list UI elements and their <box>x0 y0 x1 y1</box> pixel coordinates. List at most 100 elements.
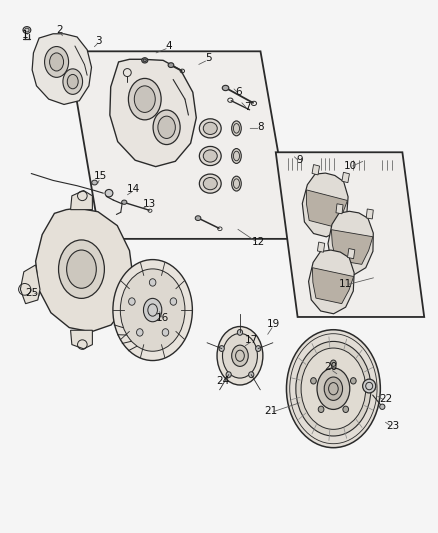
Polygon shape <box>276 152 424 317</box>
Ellipse shape <box>49 53 64 71</box>
Polygon shape <box>35 208 133 332</box>
Text: 12: 12 <box>252 237 265 247</box>
Ellipse shape <box>153 110 180 144</box>
Ellipse shape <box>296 342 371 436</box>
Ellipse shape <box>142 58 148 63</box>
Ellipse shape <box>120 269 185 351</box>
Text: 23: 23 <box>386 421 399 431</box>
Ellipse shape <box>226 372 231 377</box>
Ellipse shape <box>67 75 78 89</box>
Ellipse shape <box>45 46 69 77</box>
Ellipse shape <box>149 279 156 286</box>
Ellipse shape <box>222 85 229 91</box>
Ellipse shape <box>92 180 97 185</box>
Text: 13: 13 <box>142 199 156 209</box>
Ellipse shape <box>318 406 324 413</box>
Text: 7: 7 <box>244 102 251 112</box>
Text: 4: 4 <box>166 41 172 51</box>
Ellipse shape <box>203 150 217 162</box>
Text: 24: 24 <box>217 376 230 386</box>
Text: 16: 16 <box>155 313 169 323</box>
Polygon shape <box>71 190 92 209</box>
Ellipse shape <box>128 78 161 120</box>
Text: 15: 15 <box>94 171 107 181</box>
Ellipse shape <box>63 69 82 94</box>
Ellipse shape <box>232 345 248 366</box>
Polygon shape <box>332 230 373 264</box>
Text: 10: 10 <box>343 160 357 171</box>
Bar <box>243 149 252 163</box>
Text: 5: 5 <box>205 53 212 63</box>
Ellipse shape <box>232 121 241 136</box>
Polygon shape <box>312 165 320 175</box>
Polygon shape <box>328 211 373 275</box>
Text: 22: 22 <box>379 394 392 405</box>
Ellipse shape <box>32 286 41 294</box>
Ellipse shape <box>170 298 177 305</box>
Polygon shape <box>68 51 293 239</box>
Polygon shape <box>307 190 347 227</box>
Ellipse shape <box>137 329 143 336</box>
Ellipse shape <box>23 27 31 34</box>
Ellipse shape <box>256 345 261 351</box>
Text: 11: 11 <box>339 279 352 288</box>
Bar <box>243 122 252 135</box>
Polygon shape <box>342 172 350 183</box>
Text: 2: 2 <box>57 25 63 35</box>
Ellipse shape <box>105 189 113 197</box>
Polygon shape <box>336 204 343 214</box>
Ellipse shape <box>301 348 366 430</box>
Ellipse shape <box>122 200 127 204</box>
Text: 25: 25 <box>25 288 39 298</box>
Text: 14: 14 <box>127 184 141 194</box>
Text: 9: 9 <box>297 155 303 165</box>
Bar <box>243 177 252 190</box>
Bar <box>317 158 341 170</box>
Ellipse shape <box>203 177 217 190</box>
Ellipse shape <box>158 116 175 139</box>
Ellipse shape <box>286 330 380 448</box>
Ellipse shape <box>217 327 263 385</box>
Ellipse shape <box>311 378 316 384</box>
Ellipse shape <box>199 147 221 166</box>
Polygon shape <box>366 209 373 219</box>
Ellipse shape <box>67 250 96 288</box>
Polygon shape <box>71 330 92 349</box>
Polygon shape <box>302 173 348 237</box>
Ellipse shape <box>380 404 385 409</box>
Ellipse shape <box>168 63 174 68</box>
Ellipse shape <box>237 329 243 335</box>
Polygon shape <box>309 250 354 314</box>
Text: 20: 20 <box>324 362 337 373</box>
Ellipse shape <box>219 345 224 351</box>
Ellipse shape <box>223 334 258 378</box>
Ellipse shape <box>232 149 241 164</box>
Ellipse shape <box>195 216 201 221</box>
Text: 1: 1 <box>21 30 28 41</box>
Ellipse shape <box>134 86 155 112</box>
Ellipse shape <box>350 378 356 384</box>
Ellipse shape <box>144 298 162 322</box>
Ellipse shape <box>232 176 241 191</box>
Ellipse shape <box>317 368 350 409</box>
Bar <box>378 160 400 170</box>
Polygon shape <box>318 242 325 252</box>
Polygon shape <box>32 34 92 104</box>
Polygon shape <box>312 268 353 304</box>
Polygon shape <box>110 59 196 167</box>
Text: 6: 6 <box>235 87 242 97</box>
Polygon shape <box>20 265 40 304</box>
Ellipse shape <box>129 298 135 305</box>
Polygon shape <box>347 248 355 259</box>
Ellipse shape <box>113 260 192 360</box>
Ellipse shape <box>331 360 336 366</box>
Text: 17: 17 <box>245 335 258 345</box>
Text: 3: 3 <box>95 36 102 46</box>
Ellipse shape <box>203 122 217 134</box>
Ellipse shape <box>59 240 104 298</box>
Ellipse shape <box>199 174 221 193</box>
Ellipse shape <box>199 119 221 138</box>
Text: 21: 21 <box>264 406 277 416</box>
Ellipse shape <box>162 329 169 336</box>
Text: 8: 8 <box>257 122 264 132</box>
